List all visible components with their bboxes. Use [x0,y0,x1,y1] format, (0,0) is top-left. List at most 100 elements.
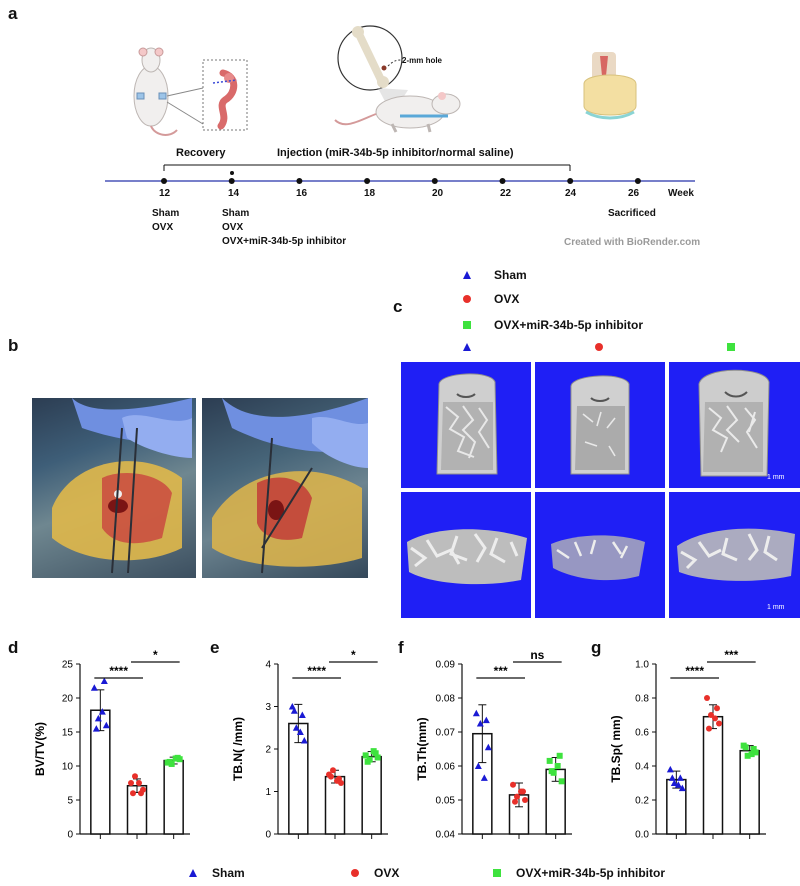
tick-16: 16 [296,188,308,199]
data-point [678,784,686,792]
data-point [290,707,298,714]
y-axis-label: TB.Th(mm) [415,717,429,780]
week14-start-dot [230,171,234,175]
microct-inhibitor-sagittal: 1 mm [669,362,800,488]
circle-marker-icon [351,869,359,877]
rat-femur-injection-illustration [334,25,461,133]
tick-26: 26 [628,188,640,199]
recovery-label: Recovery [176,147,226,159]
data-point [334,777,340,784]
significance-label: * [351,648,356,662]
y-tick-label: 0.06 [436,762,456,773]
y-tick-label: 10 [62,762,74,773]
significance-label: *** [724,648,738,662]
tick-12: 12 [159,188,171,199]
y-tick-label: 3 [265,702,271,713]
data-point [100,677,108,684]
data-point [480,774,488,781]
significance-label: *** [494,664,508,678]
panel-label-f: f [398,638,404,657]
rat-ovariectomy-illustration [133,47,248,136]
significance-label: **** [685,664,704,678]
legend-c-label: Sham [494,268,527,282]
legend-c-label: OVX [494,292,520,306]
significance-label: **** [307,664,326,678]
panel-label-d: d [8,638,19,657]
microct-ovx-sagittal [535,362,665,488]
data-point [742,744,749,751]
column-marker-sham-icon [463,343,471,351]
data-point [330,767,336,774]
data-point [712,715,718,722]
y-tick-label: 25 [62,660,74,671]
bar-1 [702,715,724,835]
data-point [704,695,710,701]
y-tick-label: 0.2 [635,796,649,807]
tick-24: 24 [565,188,577,199]
tick-20: 20 [432,188,444,199]
data-point [752,749,759,756]
data-point [674,781,682,788]
data-point [370,748,377,755]
timeline-dot [499,178,506,184]
y-tick-label: 0.8 [635,694,649,705]
data-point [362,752,369,759]
legend-c-inhibitor: OVX+miR-34b-5p inhibitor [462,318,643,332]
panel-label-c: c [393,297,403,316]
week12-group-ovx: OVX [152,222,174,233]
legend-bottom-label: Sham [212,866,245,880]
data-point [546,757,553,764]
biorender-credit: Created with BioRender.com [564,237,701,248]
data-point [666,765,674,773]
data-point [132,773,138,780]
data-point [298,711,306,718]
data-point [292,724,300,731]
y-tick-label: 0.05 [436,796,456,807]
data-point [296,728,304,735]
data-point [374,754,381,761]
data-point [706,725,712,732]
significance-label: * [153,648,158,662]
data-point [300,737,308,744]
data-point [140,786,146,793]
data-point [558,778,565,785]
timeline-dot [228,178,235,184]
y-tick-label: 0.09 [436,660,456,671]
data-point [328,773,334,780]
triangle-marker-icon [463,271,471,279]
timeline-dot [634,178,641,184]
timeline-dot [364,178,371,184]
data-point [744,752,751,759]
data-point [510,781,516,788]
y-tick-label: 0 [67,830,73,841]
data-point [166,758,173,765]
data-point [518,788,524,795]
data-point [716,720,722,727]
microct-sham-3d [401,492,531,618]
timeline-axis [105,164,695,184]
data-point [556,752,563,759]
y-tick-label: 0 [265,830,271,841]
data-point [522,797,528,803]
microct-inhibitor-3d: 1 mm [669,492,800,618]
timeline-dot [431,178,438,184]
scale-bar-label-top: 1 mm [767,474,785,481]
y-axis-label: BV/TV(%) [33,722,47,776]
column-marker-ovx-icon [595,343,603,351]
y-tick-label: 1 [265,787,271,798]
significance-label: ns [530,648,544,662]
legend-bottom-label: OVX+miR-34b-5p inhibitor [516,866,666,880]
y-axis-label: TB.N( /mm) [231,717,245,781]
week14-group-ovx: OVX [222,222,244,233]
legend-bottom-inhibitor: OVX+miR-34b-5p inhibitor [492,866,665,880]
legend-bottom-sham: Sham [188,866,245,880]
significance-label: **** [109,664,128,678]
data-point [708,712,714,718]
data-point [514,793,520,800]
data-point [172,755,179,762]
data-point [90,684,98,691]
panel-label-b: b [8,336,19,355]
chart-g: 0.00.20.40.60.81.0TB.Sp( mm)******* [609,648,766,841]
